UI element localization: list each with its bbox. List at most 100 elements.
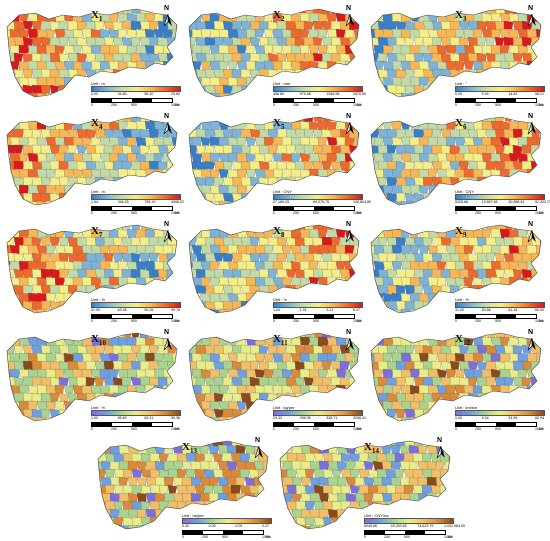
legend-tick-label: 29.33 — [273, 416, 282, 420]
county-polygon — [454, 368, 466, 379]
county-polygon — [508, 152, 520, 162]
county-polygon — [257, 468, 268, 478]
county-polygon — [204, 192, 215, 202]
north-label: N — [164, 113, 170, 120]
county-polygon — [303, 252, 314, 262]
county-polygon — [40, 408, 51, 419]
county-polygon — [485, 9, 497, 15]
county-polygon — [282, 460, 293, 471]
county-polygon — [200, 200, 212, 205]
panel-title-index: 1 — [98, 15, 103, 24]
county-polygon — [377, 236, 388, 246]
county-polygon — [45, 44, 56, 54]
county-polygon — [121, 284, 133, 295]
county-polygon — [357, 360, 359, 372]
county-polygon — [254, 400, 265, 410]
legend-tick-label: 80.90 — [535, 308, 544, 312]
county-polygon — [217, 492, 228, 503]
county-polygon — [373, 336, 385, 346]
panel-title-index: 8 — [280, 231, 285, 240]
county-polygon — [54, 244, 66, 254]
county-polygon — [369, 209, 379, 217]
county-polygon — [535, 276, 541, 286]
county-polygon — [204, 344, 215, 355]
county-polygon — [236, 292, 248, 303]
county-polygon — [281, 260, 293, 271]
county-polygon — [499, 336, 510, 346]
county-polygon — [59, 317, 68, 325]
county-polygon — [203, 484, 214, 494]
county-polygon — [521, 360, 532, 371]
color-legend: Unit : ° 0.00 5.94 14.82 58.21 — [455, 81, 547, 97]
county-polygon — [445, 136, 456, 147]
county-polygon — [7, 76, 12, 87]
county-polygon — [339, 284, 351, 294]
county-polygon — [127, 492, 138, 502]
county-polygon — [54, 92, 65, 97]
county-polygon — [9, 44, 20, 55]
county-polygon — [431, 392, 442, 402]
county-polygon — [72, 416, 83, 421]
county-polygon — [403, 452, 414, 463]
county-polygon — [308, 244, 320, 255]
county-polygon — [213, 192, 225, 202]
county-polygon — [371, 120, 376, 131]
panel-title-letter: X — [273, 9, 281, 21]
county-polygon — [490, 260, 502, 270]
county-polygon — [436, 244, 448, 255]
county-polygon — [418, 276, 430, 286]
county-polygon — [167, 516, 179, 527]
panel-title: X11 — [273, 333, 288, 347]
county-polygon — [258, 392, 269, 403]
county-polygon — [98, 441, 106, 446]
county-polygon — [386, 68, 398, 78]
county-polygon — [204, 9, 216, 15]
panel-title-letter: X — [273, 117, 281, 129]
county-polygon — [14, 101, 24, 109]
panel-title-index: 6 — [462, 123, 467, 132]
county-polygon — [58, 117, 70, 123]
county-polygon — [214, 317, 223, 325]
panel-title-letter: X — [91, 225, 99, 237]
county-polygon — [396, 317, 406, 325]
county-polygon — [54, 260, 66, 270]
county-polygon — [189, 360, 197, 371]
county-polygon — [76, 117, 88, 123]
county-polygon — [31, 68, 42, 79]
legend-ticks: 6045.86 49,293.55 74,623.79 1,002,964.90 — [364, 524, 465, 529]
county-polygon — [63, 228, 74, 239]
county-polygon — [409, 184, 421, 194]
county-polygon — [414, 425, 424, 433]
county-polygon — [187, 209, 197, 217]
county-polygon — [195, 9, 207, 15]
county-polygon — [112, 392, 124, 403]
north-arrow-icon: N — [434, 437, 448, 459]
scale-label: 1000 — [353, 319, 361, 323]
scale-label: 0 — [273, 319, 275, 323]
county-polygon — [7, 60, 11, 70]
county-polygon — [126, 60, 138, 72]
map-panel-x1: X1 N Unit : m 0.00 34.80 58.20 25.60 0 250 500 100… — [5, 5, 181, 109]
county-polygon — [40, 68, 52, 78]
county-polygon — [189, 9, 197, 14]
county-polygon — [245, 416, 256, 421]
county-polygon — [166, 284, 177, 296]
county-polygon — [312, 392, 324, 403]
county-polygon — [299, 352, 311, 363]
county-polygon — [377, 284, 389, 294]
legend-ticks: 0.00 34.80 58.20 25.60 — [91, 92, 180, 97]
color-legend: Unit : km/km 0.00 9.34 24.99 82.94 — [455, 405, 547, 421]
county-polygon — [285, 20, 297, 31]
legend-tick-label: 63.46 — [117, 308, 127, 312]
county-polygon — [371, 344, 380, 354]
county-polygon — [303, 20, 314, 31]
county-polygon — [153, 136, 164, 147]
legend-tick-label: 19,867.65 — [481, 200, 498, 204]
legend-color-ramp — [273, 302, 363, 308]
county-polygon — [276, 376, 288, 387]
county-polygon — [390, 460, 402, 470]
county-polygon — [72, 44, 83, 54]
scale-bar: 0 250 500 1000 km — [455, 98, 544, 107]
county-polygon — [191, 416, 202, 421]
county-polygon — [426, 492, 437, 503]
